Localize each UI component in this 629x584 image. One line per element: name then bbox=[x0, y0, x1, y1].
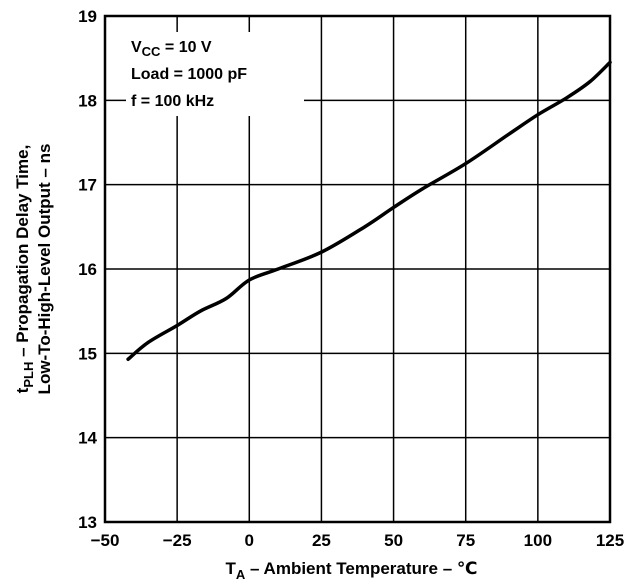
y-tick-label: 13 bbox=[78, 513, 97, 532]
x-axis-title-symbol: T bbox=[226, 559, 237, 578]
annotation-background bbox=[126, 32, 304, 116]
annotation-vcc-value: = 10 V bbox=[160, 39, 211, 56]
x-tick-label: 125 bbox=[596, 531, 624, 550]
plot-frame bbox=[103, 14, 612, 524]
annotation-vcc: VCC = 10 V bbox=[131, 39, 212, 59]
x-axis-ticks: −50 −25 0 25 50 75 100 125 bbox=[91, 531, 625, 550]
x-tick-label: 75 bbox=[456, 531, 475, 550]
x-tick-label: 50 bbox=[384, 531, 403, 550]
y-tick-label: 15 bbox=[78, 344, 97, 363]
x-tick-label: −25 bbox=[163, 531, 192, 550]
y-tick-label: 17 bbox=[78, 176, 97, 195]
y-axis-title-subscript: PLH bbox=[21, 362, 36, 388]
y-tick-label: 18 bbox=[78, 91, 97, 110]
y-axis-title-symbol: t bbox=[13, 387, 32, 393]
y-axis-title: tPLH – Propagation Delay Time, Low-To-Hi… bbox=[13, 144, 54, 395]
data-series bbox=[126, 60, 612, 361]
x-axis-title: TA – Ambient Temperature – ℃ bbox=[226, 559, 478, 582]
x-tick-label: 0 bbox=[245, 531, 254, 550]
annotation-vcc-subscript: CC bbox=[142, 44, 161, 59]
y-axis-title-text: – Propagation Delay Time, bbox=[13, 145, 32, 362]
y-axis-title-line1: tPLH – Propagation Delay Time, bbox=[13, 145, 36, 394]
y-tick-label: 14 bbox=[78, 429, 97, 448]
x-tick-label: 100 bbox=[524, 531, 552, 550]
y-axis-ticks: 13 14 15 16 17 18 19 bbox=[78, 7, 97, 532]
y-tick-label: 19 bbox=[78, 7, 97, 26]
x-tick-label: −50 bbox=[91, 531, 120, 550]
annotation-block: VCC = 10 V Load = 1000 pF f = 100 kHz bbox=[131, 39, 247, 110]
x-axis-title-subscript: A bbox=[236, 567, 246, 582]
annotation-frequency: f = 100 kHz bbox=[131, 93, 214, 110]
annotation-vcc-symbol: V bbox=[131, 39, 142, 56]
series-line-0 bbox=[126, 60, 612, 361]
x-tick-label: 25 bbox=[312, 531, 331, 550]
y-axis-title-line2: Low-To-High-Level Output – ns bbox=[35, 144, 54, 395]
annotation-load: Load = 1000 pF bbox=[131, 66, 247, 83]
x-axis-title-text: – Ambient Temperature – ℃ bbox=[245, 559, 477, 578]
y-tick-label: 16 bbox=[78, 260, 97, 279]
